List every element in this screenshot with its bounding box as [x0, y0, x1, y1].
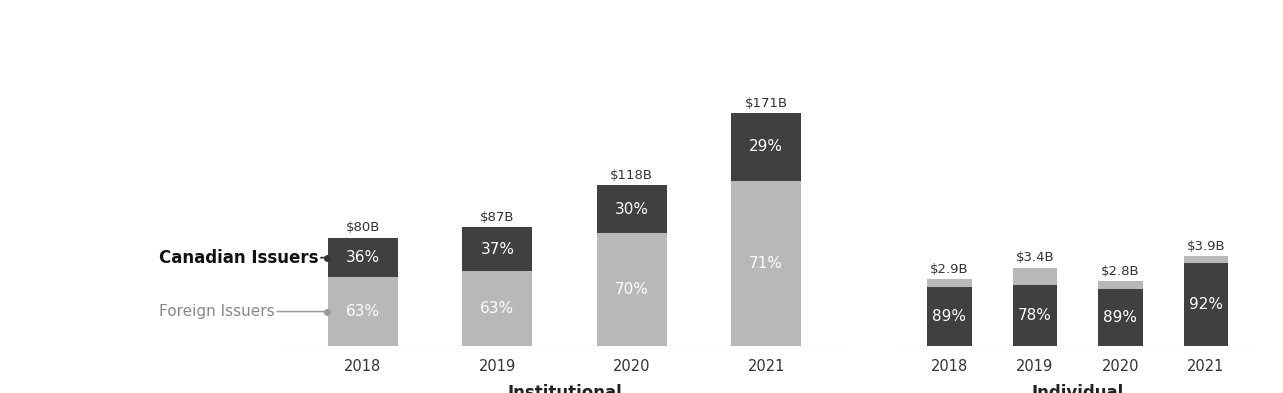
Bar: [1184, 263, 1228, 346]
Text: 2019: 2019: [1016, 358, 1053, 374]
Text: 2021: 2021: [748, 358, 785, 374]
Bar: [1098, 288, 1143, 346]
Text: 2020: 2020: [1102, 358, 1139, 374]
Bar: [462, 271, 532, 346]
Text: 29%: 29%: [749, 140, 783, 154]
Text: $3.4B: $3.4B: [1016, 251, 1055, 264]
Text: $2.8B: $2.8B: [1101, 265, 1139, 278]
Text: 2020: 2020: [613, 358, 650, 374]
Text: 2019: 2019: [479, 358, 516, 374]
Bar: [731, 113, 801, 181]
Bar: [1184, 256, 1228, 263]
Text: $80B: $80B: [345, 220, 380, 233]
Text: Foreign Issuers: Foreign Issuers: [159, 304, 327, 319]
Text: 63%: 63%: [346, 304, 380, 319]
Bar: [928, 286, 971, 346]
Text: 70%: 70%: [615, 282, 649, 297]
Bar: [597, 233, 667, 346]
Text: Canadian Issuers: Canadian Issuers: [159, 249, 327, 267]
Bar: [328, 277, 398, 346]
Bar: [731, 181, 801, 346]
Bar: [1012, 285, 1057, 346]
Text: $87B: $87B: [480, 211, 514, 224]
Bar: [928, 279, 971, 286]
Text: $171B: $171B: [744, 97, 788, 110]
Text: 92%: 92%: [1189, 297, 1223, 312]
Bar: [328, 238, 398, 277]
Text: 2018: 2018: [344, 358, 381, 374]
Text: 2018: 2018: [930, 358, 969, 374]
Bar: [462, 228, 532, 271]
Bar: [1012, 268, 1057, 285]
Text: Individual: Individual: [1032, 384, 1124, 393]
Text: 63%: 63%: [480, 301, 514, 316]
Text: 37%: 37%: [480, 242, 514, 257]
Text: Institutional: Institutional: [507, 384, 622, 393]
Text: 36%: 36%: [346, 250, 380, 265]
Text: 89%: 89%: [1103, 310, 1138, 325]
Text: 71%: 71%: [749, 256, 783, 271]
Text: 2021: 2021: [1187, 358, 1225, 374]
Text: 30%: 30%: [615, 202, 649, 217]
Text: $2.9B: $2.9B: [930, 263, 969, 276]
Bar: [1098, 281, 1143, 288]
Text: $3.9B: $3.9B: [1187, 240, 1225, 253]
Bar: [597, 185, 667, 233]
Text: 89%: 89%: [933, 309, 966, 324]
Text: $118B: $118B: [611, 169, 653, 182]
Text: 78%: 78%: [1017, 308, 1052, 323]
